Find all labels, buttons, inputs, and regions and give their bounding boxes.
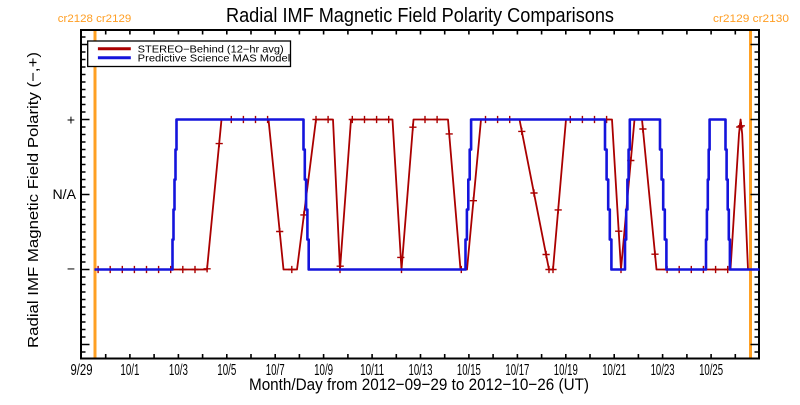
svg-text:+: + [67, 112, 75, 128]
svg-text:10/5: 10/5 [217, 362, 236, 379]
svg-text:STEREO−Behind (12−hr avg): STEREO−Behind (12−hr avg) [138, 44, 284, 55]
svg-text:10/13: 10/13 [409, 362, 433, 379]
svg-text:10/1: 10/1 [120, 362, 139, 379]
svg-text:Predictive Science MAS Model: Predictive Science MAS Model [138, 54, 291, 65]
svg-text:9/29: 9/29 [71, 362, 93, 379]
svg-text:10/9: 10/9 [314, 362, 333, 379]
svg-text:10/21: 10/21 [602, 362, 626, 379]
svg-text:10/17: 10/17 [505, 362, 529, 379]
svg-text:10/15: 10/15 [457, 362, 481, 379]
svg-text:−: − [67, 261, 75, 277]
svg-text:Month/Day from 2012−09−29 to 2: Month/Day from 2012−09−29 to 2012−10−26 … [249, 375, 589, 394]
svg-text:10/7: 10/7 [266, 362, 285, 379]
svg-text:10/23: 10/23 [651, 362, 675, 379]
svg-text:10/25: 10/25 [699, 362, 723, 379]
svg-text:cr2128 cr2129: cr2128 cr2129 [58, 13, 132, 25]
svg-text:Radial IMF Magnetic Field Pola: Radial IMF Magnetic Field Polarity Compa… [226, 5, 614, 27]
svg-text:10/19: 10/19 [554, 362, 578, 379]
svg-text:cr2129 cr2130: cr2129 cr2130 [713, 13, 789, 25]
svg-text:10/11: 10/11 [360, 362, 384, 379]
svg-text:N/A: N/A [53, 187, 77, 202]
svg-text:Radial IMF Magnetic Field Pola: Radial IMF Magnetic Field Polarity (−,+) [25, 52, 42, 348]
svg-text:10/3: 10/3 [169, 362, 188, 379]
